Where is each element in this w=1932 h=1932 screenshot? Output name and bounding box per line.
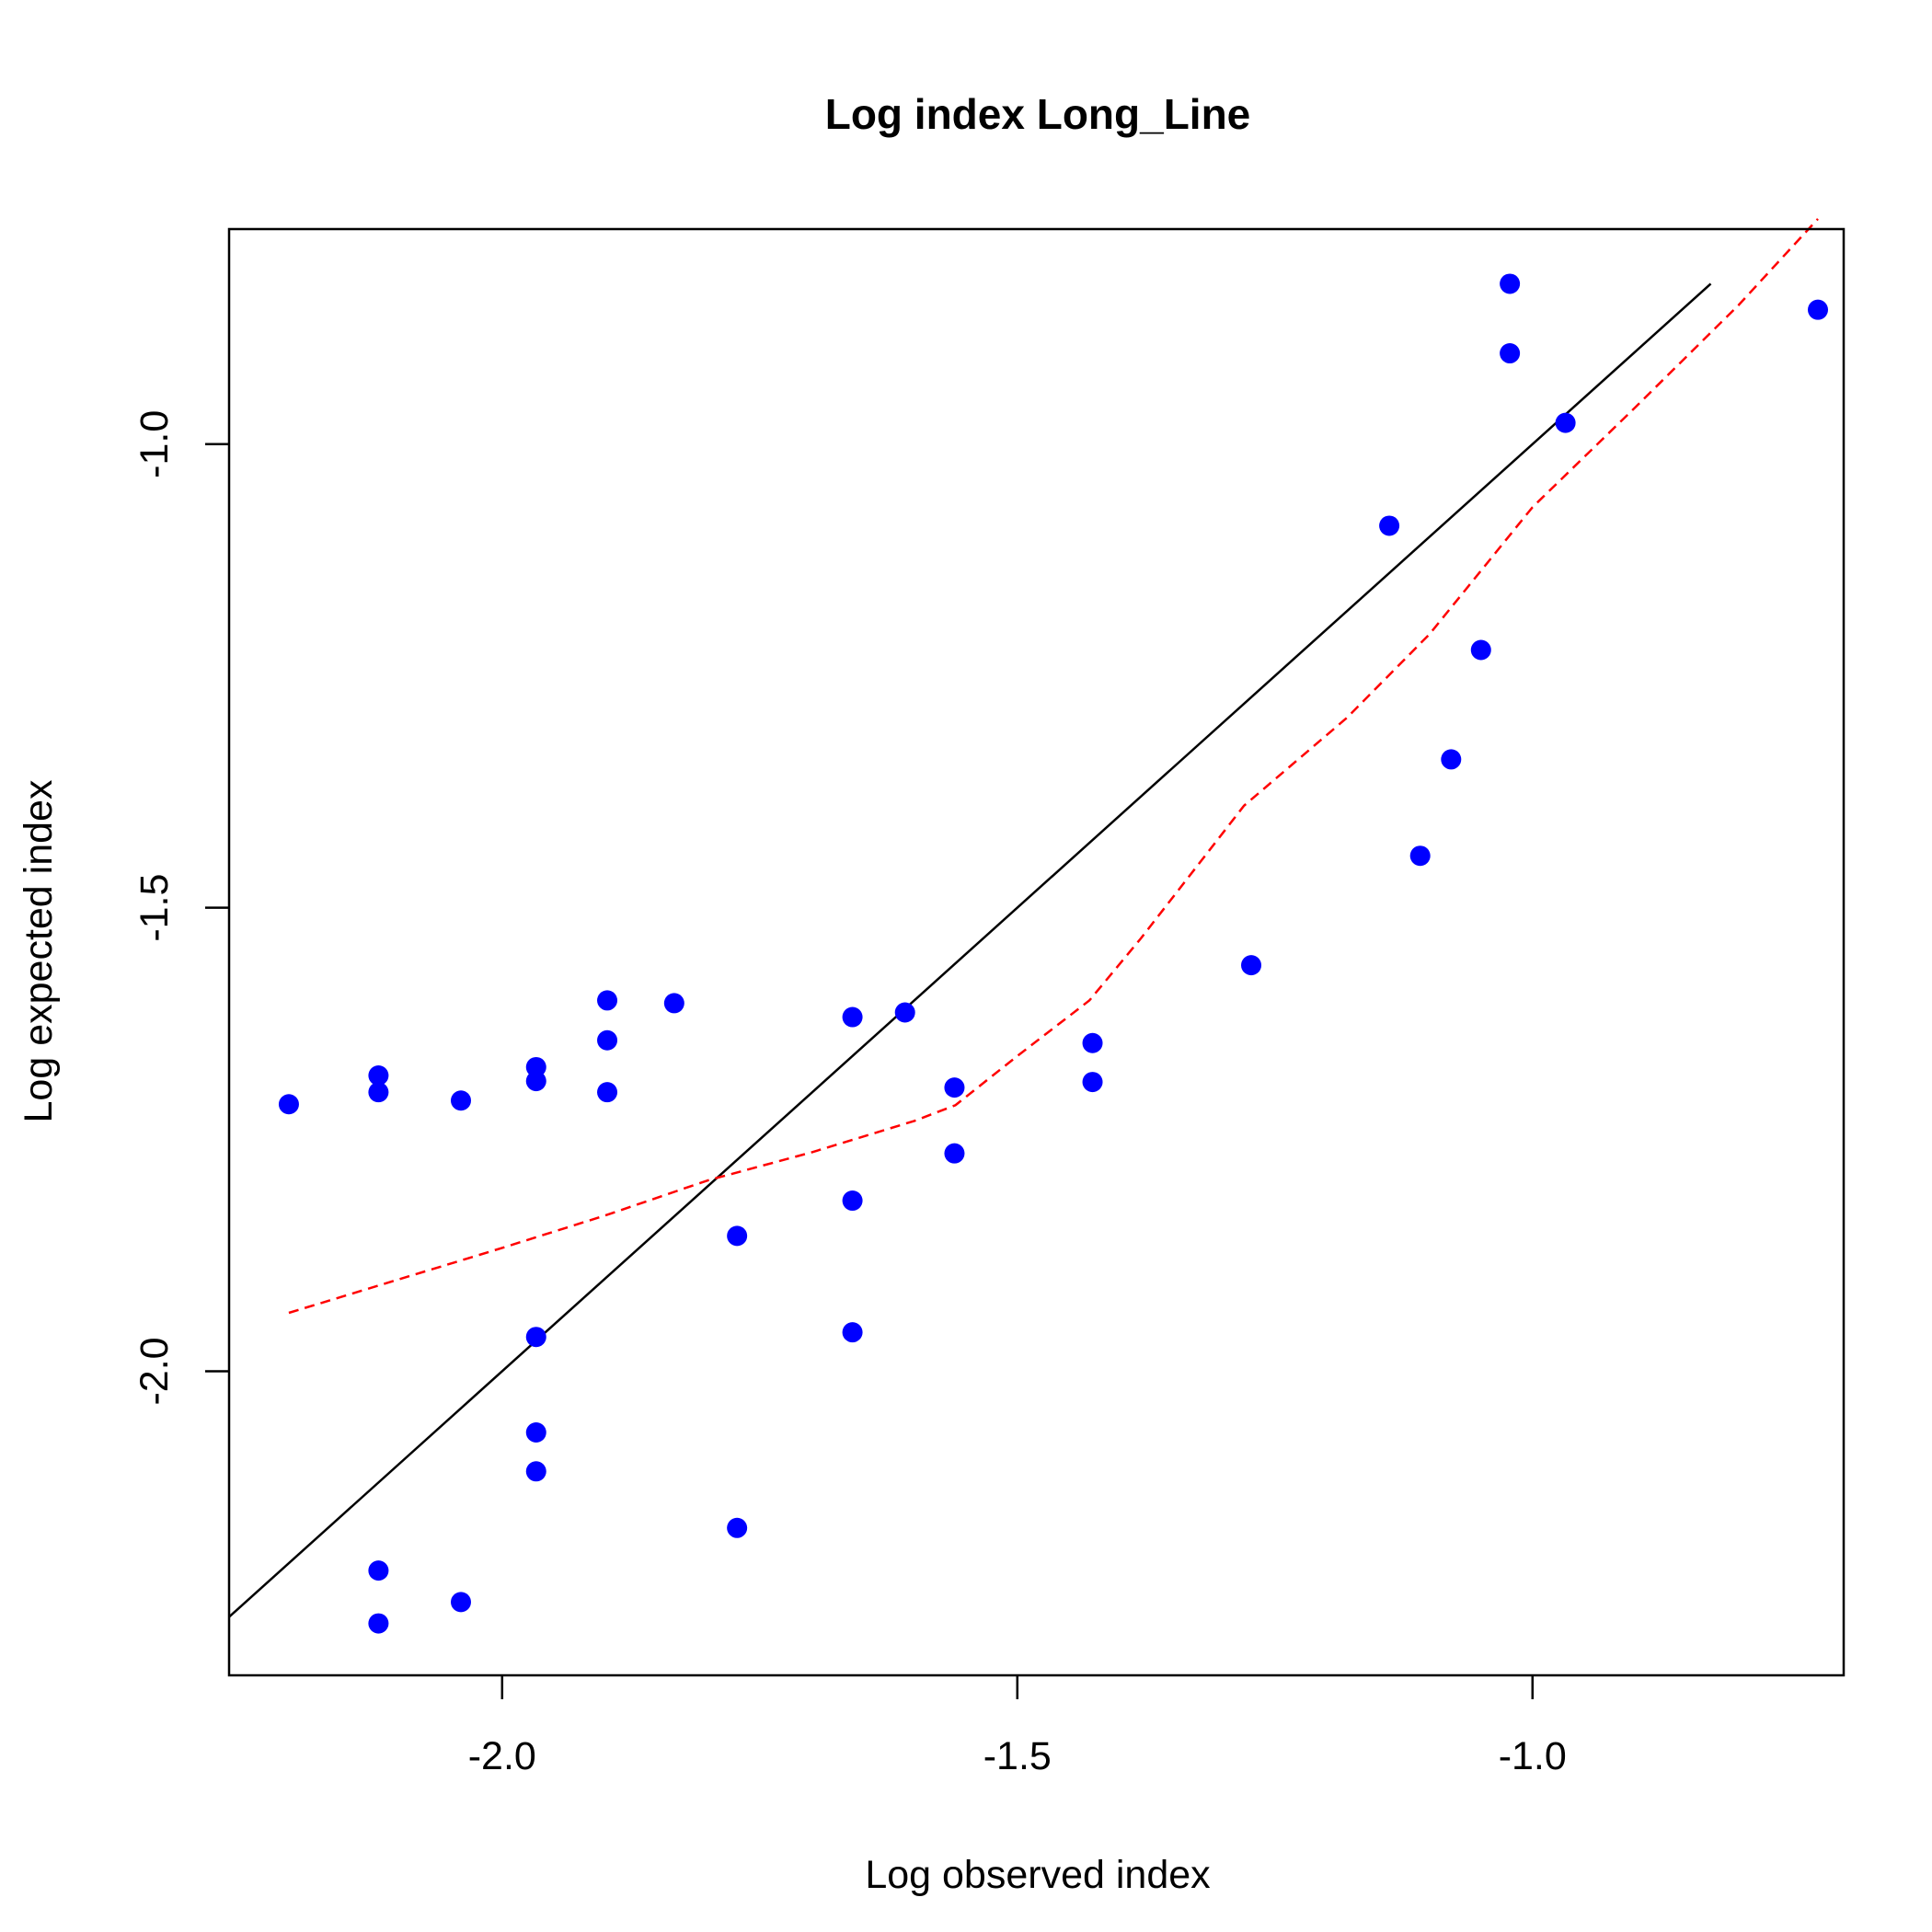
data-point [1470, 639, 1491, 661]
data-point [1555, 412, 1576, 433]
data-point [368, 1065, 389, 1087]
data-point [1409, 845, 1431, 867]
chart-title: Log index Long_Line [825, 90, 1251, 138]
data-point [842, 1322, 863, 1343]
x-tick-label: -1.0 [1499, 1734, 1567, 1778]
y-tick-label: -1.0 [132, 410, 177, 478]
data-point [944, 1077, 965, 1098]
plot-points [278, 273, 1829, 1634]
smooth-line [288, 218, 1819, 1315]
data-point [368, 1082, 389, 1103]
data-point [1500, 343, 1521, 364]
data-point [525, 1327, 546, 1348]
data-point [597, 1029, 618, 1051]
data-point [727, 1225, 748, 1247]
identity-line [228, 282, 1712, 1618]
x-tick-label: -2.0 [468, 1734, 536, 1778]
data-point [597, 1082, 618, 1103]
x-tick-label: -1.5 [983, 1734, 1052, 1778]
data-point [894, 1002, 915, 1023]
data-point [450, 1090, 471, 1111]
y-tick-label: -2.0 [132, 1337, 177, 1405]
data-point [368, 1560, 389, 1581]
data-point [842, 1190, 863, 1212]
y-tick-label: -1.5 [132, 874, 177, 942]
data-point [525, 1071, 546, 1092]
data-point [525, 1056, 546, 1077]
plot-frame [227, 227, 1846, 1677]
data-point [1808, 299, 1829, 320]
data-point [1082, 1072, 1103, 1093]
data-point [944, 1143, 965, 1164]
y-axis: -2.0 -1.5 -1.0 [132, 410, 229, 1406]
x-axis: -2.0 -1.5 -1.0 [468, 1675, 1567, 1778]
x-axis-label: Log observed index [865, 1853, 1211, 1897]
data-point [525, 1421, 546, 1443]
data-point [842, 1006, 863, 1028]
data-point [1241, 955, 1262, 976]
data-point [450, 1592, 471, 1613]
data-point [368, 1613, 389, 1634]
data-point [663, 993, 684, 1014]
data-point [1082, 1032, 1103, 1053]
data-point [525, 1461, 546, 1482]
y-axis-label: Log expected index [17, 779, 61, 1122]
data-point [1441, 749, 1462, 770]
data-point [727, 1517, 748, 1538]
data-point [278, 1094, 299, 1115]
data-point [1500, 273, 1521, 294]
plot-lines [228, 218, 1819, 1618]
data-point [1379, 515, 1400, 536]
data-point [597, 990, 618, 1011]
